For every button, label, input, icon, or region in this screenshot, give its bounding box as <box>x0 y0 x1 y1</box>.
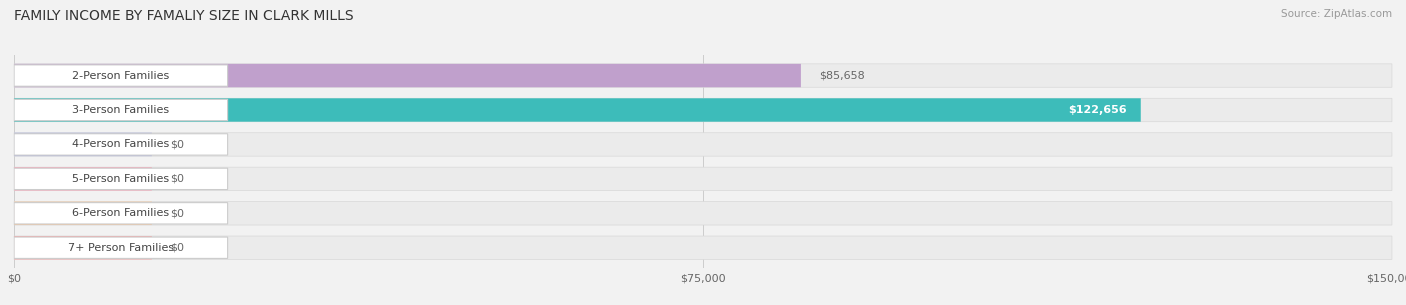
FancyBboxPatch shape <box>14 167 1392 191</box>
FancyBboxPatch shape <box>14 98 1392 122</box>
FancyBboxPatch shape <box>14 65 228 86</box>
FancyBboxPatch shape <box>14 134 228 155</box>
Text: 2-Person Families: 2-Person Families <box>72 70 170 81</box>
Text: FAMILY INCOME BY FAMALIY SIZE IN CLARK MILLS: FAMILY INCOME BY FAMALIY SIZE IN CLARK M… <box>14 9 354 23</box>
FancyBboxPatch shape <box>14 133 1392 156</box>
Text: $0: $0 <box>170 208 184 218</box>
FancyBboxPatch shape <box>14 202 152 225</box>
FancyBboxPatch shape <box>14 99 228 121</box>
Text: 3-Person Families: 3-Person Families <box>72 105 169 115</box>
Text: $85,658: $85,658 <box>820 70 865 81</box>
FancyBboxPatch shape <box>14 236 1392 260</box>
Text: $122,656: $122,656 <box>1069 105 1128 115</box>
Text: $0: $0 <box>170 174 184 184</box>
Text: $0: $0 <box>170 139 184 149</box>
FancyBboxPatch shape <box>14 203 228 224</box>
Text: Source: ZipAtlas.com: Source: ZipAtlas.com <box>1281 9 1392 19</box>
Text: 5-Person Families: 5-Person Families <box>72 174 169 184</box>
FancyBboxPatch shape <box>14 167 152 191</box>
FancyBboxPatch shape <box>14 202 1392 225</box>
Text: 4-Person Families: 4-Person Families <box>72 139 170 149</box>
FancyBboxPatch shape <box>14 133 152 156</box>
Text: 6-Person Families: 6-Person Families <box>72 208 169 218</box>
FancyBboxPatch shape <box>14 64 1392 87</box>
FancyBboxPatch shape <box>14 237 228 258</box>
FancyBboxPatch shape <box>14 64 801 87</box>
FancyBboxPatch shape <box>14 168 228 189</box>
FancyBboxPatch shape <box>14 98 1140 122</box>
FancyBboxPatch shape <box>14 236 152 260</box>
Text: 7+ Person Families: 7+ Person Families <box>67 243 174 253</box>
Text: $0: $0 <box>170 243 184 253</box>
